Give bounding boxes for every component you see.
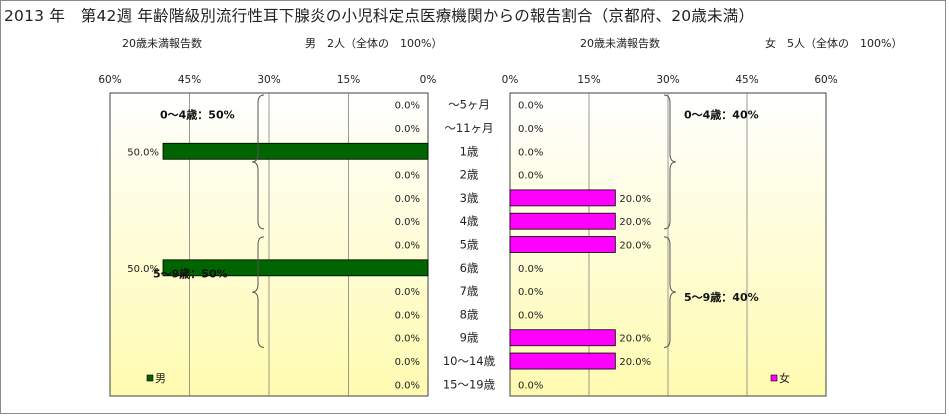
female-group-label-0-4: 0～4歳：40%: [684, 107, 759, 121]
male-value-label: 0.0%: [395, 334, 420, 345]
male-value-label: 0.0%: [395, 310, 420, 321]
female-value-label: 0.0%: [518, 171, 543, 182]
female-value-label: 20.0%: [619, 217, 651, 228]
male-value-label: 0.0%: [395, 124, 420, 135]
female-bar: [509, 189, 616, 207]
male-bar: [162, 259, 429, 277]
right-x-tick-label: 0%: [502, 74, 519, 86]
female-legend-swatch: [770, 374, 778, 382]
left-brace-5-9: [251, 236, 265, 348]
right-brace-0-4: [663, 94, 677, 230]
female-value-label: 20.0%: [619, 241, 651, 252]
male-legend-swatch: [146, 374, 154, 382]
female-value-label: 0.0%: [518, 264, 543, 275]
male-value-label: 0.0%: [395, 217, 420, 228]
left-x-tick-label: 15%: [337, 74, 360, 86]
male-value-label: 0.0%: [395, 194, 420, 205]
female-bar: [509, 329, 616, 347]
female-bar: [509, 236, 616, 253]
left-x-tick-label: 0%: [420, 74, 437, 86]
female-legend-label: 女: [779, 371, 790, 385]
age-category-label: 1歳: [460, 144, 479, 158]
age-category-label: 10～14歳: [443, 354, 496, 368]
male-group-label-0-4: 0～4歳：50%: [160, 107, 235, 121]
female-bar: [509, 352, 616, 370]
female-value-label: 0.0%: [518, 287, 543, 298]
right-x-tick-label: 15%: [577, 74, 600, 86]
female-value-label: 0.0%: [518, 147, 543, 158]
female-value-label: 0.0%: [518, 124, 543, 135]
female-value-label: 0.0%: [518, 101, 543, 112]
female-group-label-5-9: 5～9歳：40%: [684, 290, 759, 304]
male-legend-label: 男: [155, 372, 166, 385]
chart-title: 2013 年 第42週 年齢階級別流行性耳下腺炎の小児科定点医療機関からの報告割…: [4, 7, 755, 25]
right-x-tick-label: 45%: [735, 74, 758, 86]
age-category-label: ～5ヶ月: [448, 98, 490, 112]
left-subtitle-label: 20歳未満報告数: [122, 37, 202, 50]
male-value-label: 0.0%: [395, 171, 420, 182]
age-category-label: 8歳: [460, 307, 479, 321]
age-category-label: 2歳: [460, 168, 479, 182]
female-value-label: 0.0%: [518, 380, 543, 391]
left-x-tick-label: 45%: [178, 74, 201, 86]
left-x-tick-label: 30%: [257, 74, 280, 86]
age-category-label: 7歳: [460, 284, 479, 298]
right-x-tick-label: 60%: [814, 74, 837, 86]
female-bar: [509, 212, 616, 230]
female-value-label: 20.0%: [619, 194, 651, 205]
male-value-label: 0.0%: [395, 101, 420, 112]
male-value-label: 0.0%: [395, 241, 420, 252]
age-category-label: 15～19歳: [443, 377, 496, 391]
male-value-label: 0.0%: [395, 380, 420, 391]
male-value-label: 50.0%: [127, 264, 159, 275]
left-x-tick-label: 60%: [98, 74, 121, 86]
right-subtitle-detail: 女 5人（全体の 100%）: [765, 37, 903, 50]
age-category-label: 4歳: [460, 214, 479, 228]
right-brace-5-9: [663, 236, 677, 348]
left-subtitle-detail: 男 2人（全体の 100%）: [305, 37, 443, 50]
age-category-label: 3歳: [460, 191, 479, 205]
left-brace-0-4: [251, 94, 265, 230]
male-bar: [162, 142, 429, 160]
right-subtitle-label: 20歳未満報告数: [580, 37, 660, 50]
male-value-label: 50.0%: [127, 147, 159, 158]
age-category-label: 6歳: [460, 261, 479, 275]
male-value-label: 0.0%: [395, 357, 420, 368]
female-value-label: 0.0%: [518, 310, 543, 321]
male-group-label-5-9: 5～9歳：50%: [153, 266, 228, 280]
female-value-label: 20.0%: [619, 357, 651, 368]
age-category-label: 9歳: [460, 331, 479, 345]
male-value-label: 0.0%: [395, 287, 420, 298]
female-value-label: 20.0%: [619, 334, 651, 345]
right-x-tick-label: 30%: [656, 74, 679, 86]
age-category-label: 5歳: [460, 238, 479, 252]
age-category-label: ～11ヶ月: [444, 121, 493, 135]
